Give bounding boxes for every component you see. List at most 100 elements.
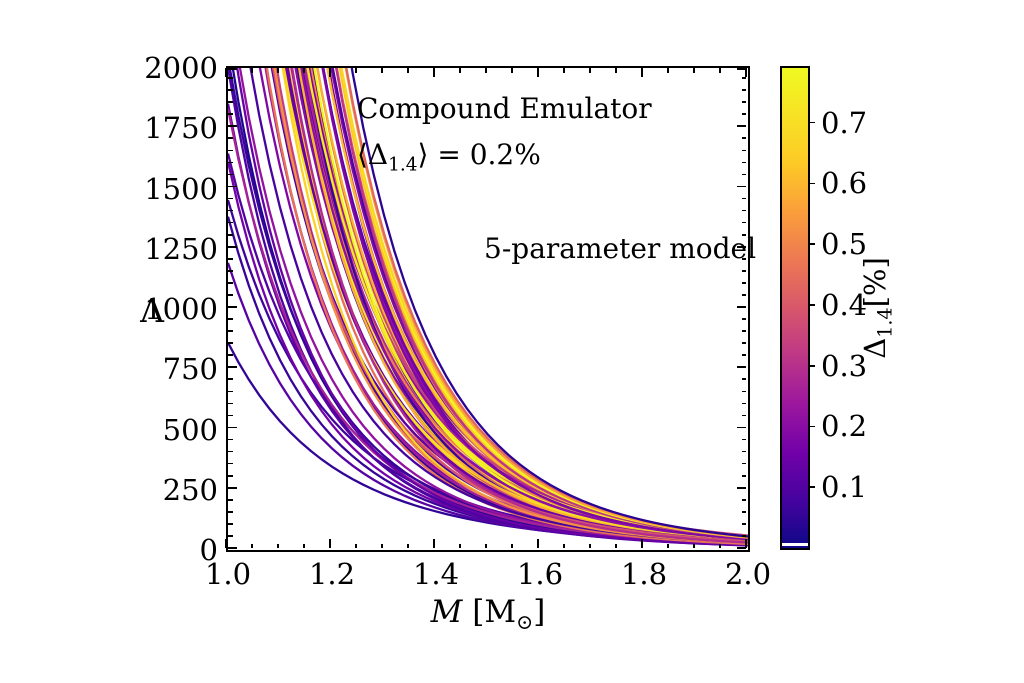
y-tick-label: 1750 (144, 111, 218, 146)
y-minor-tick-right (741, 113, 746, 116)
x-tick-label: 1.2 (308, 557, 356, 591)
y-minor-tick (228, 354, 233, 357)
y-minor-tick-right (741, 438, 746, 441)
annotation-model: 5-parameter model (484, 232, 757, 265)
y-major-tick-right (737, 245, 746, 248)
y-minor-tick-right (741, 209, 746, 212)
x-major-tick (329, 539, 331, 548)
y-major-tick-right (737, 366, 746, 369)
x-tick-label: 1.8 (620, 557, 668, 591)
x-minor-tick-top (303, 68, 305, 73)
y-minor-tick-right (741, 173, 746, 176)
y-minor-tick-right (741, 270, 746, 272)
colorbar-tick-label: 0.7 (821, 105, 868, 140)
x-minor-tick-top (485, 68, 487, 73)
colorbar-tick (808, 304, 815, 306)
y-minor-tick (228, 173, 233, 176)
y-major-tick (228, 185, 237, 188)
x-minor-tick (589, 543, 591, 548)
tov-curve (321, 68, 748, 541)
y-major-tick-right (737, 125, 746, 128)
x-minor-tick-top (381, 68, 383, 73)
y-minor-tick-right (741, 474, 746, 477)
x-minor-tick-top (407, 68, 409, 73)
x-major-tick (745, 539, 747, 548)
y-minor-tick-right (741, 294, 746, 296)
y-minor-tick-right (741, 523, 746, 525)
tov-curve (344, 68, 748, 539)
y-minor-tick-right (741, 233, 746, 236)
x-minor-tick (381, 543, 383, 548)
colorbar-gradient (782, 68, 808, 548)
y-minor-tick-right (741, 354, 746, 357)
y-minor-tick (228, 535, 233, 537)
colorbar (780, 66, 810, 550)
y-minor-tick-right (741, 511, 746, 513)
colorbar-tick (808, 486, 815, 489)
x-tick-label: 1.0 (204, 557, 252, 591)
y-minor-tick (228, 113, 233, 116)
y-tick-label: 1500 (144, 171, 218, 206)
y-major-tick (228, 547, 237, 549)
x-minor-tick-top (251, 68, 253, 73)
y-minor-tick (228, 257, 233, 260)
colorbar-tick (808, 121, 815, 124)
y-major-tick (228, 245, 237, 248)
x-major-tick-top (225, 68, 227, 77)
colorbar-tick-label: 0.1 (821, 470, 868, 505)
y-minor-tick-right (741, 221, 746, 224)
y-minor-tick-right (741, 462, 746, 465)
x-axis-label: M [M⊙] (430, 594, 546, 635)
y-minor-tick-right (741, 282, 746, 284)
y-major-tick-right (737, 426, 746, 429)
y-minor-tick (228, 282, 233, 284)
x-minor-tick-top (693, 68, 695, 73)
x-tick-label: 1.6 (516, 557, 564, 591)
x-minor-tick (355, 543, 357, 548)
y-minor-tick-right (741, 101, 746, 103)
colorbar-tick (808, 243, 815, 246)
y-minor-tick (228, 101, 233, 103)
x-minor-tick (251, 543, 253, 548)
y-major-tick-right (737, 185, 746, 188)
tov-curve (350, 68, 748, 538)
y-minor-tick-right (741, 197, 746, 200)
y-minor-tick (228, 498, 233, 501)
y-tick-label: 2000 (144, 51, 218, 85)
annotation-emulator-title: Compound Emulator (357, 92, 652, 126)
y-tick-label: 1000 (144, 292, 218, 326)
y-minor-tick (228, 462, 233, 465)
y-major-tick (228, 125, 237, 128)
y-minor-tick (228, 474, 233, 477)
colorbar-tick-label: 0.4 (821, 287, 868, 322)
y-minor-tick (228, 233, 233, 236)
y-minor-tick-right (741, 149, 746, 152)
y-minor-tick (228, 89, 233, 91)
colorbar-tick-label: 0.6 (821, 166, 868, 201)
colorbar-tick (808, 425, 815, 428)
y-minor-tick (228, 77, 233, 79)
y-tick-label: 750 (162, 352, 218, 387)
y-major-tick (228, 486, 237, 489)
y-minor-tick (228, 450, 233, 453)
y-major-tick (228, 68, 237, 70)
y-minor-tick (228, 414, 233, 417)
y-minor-tick (228, 197, 233, 200)
x-major-tick-top (329, 68, 331, 77)
x-minor-tick-top (615, 68, 617, 73)
y-minor-tick (228, 294, 233, 296)
y-minor-tick-right (741, 257, 746, 260)
x-minor-tick (511, 543, 513, 548)
y-axis-label: Λ (140, 290, 164, 330)
y-minor-tick (228, 137, 233, 140)
x-minor-tick (667, 543, 669, 548)
tov-curve (291, 68, 748, 544)
x-minor-tick-top (563, 68, 565, 73)
x-major-tick-top (433, 68, 435, 77)
y-minor-tick-right (741, 77, 746, 79)
x-minor-tick-top (719, 68, 721, 73)
annotation-title-text: Compound Emulator (357, 92, 652, 125)
y-major-tick-right (737, 306, 746, 308)
x-tick-label: 2.0 (724, 557, 772, 591)
